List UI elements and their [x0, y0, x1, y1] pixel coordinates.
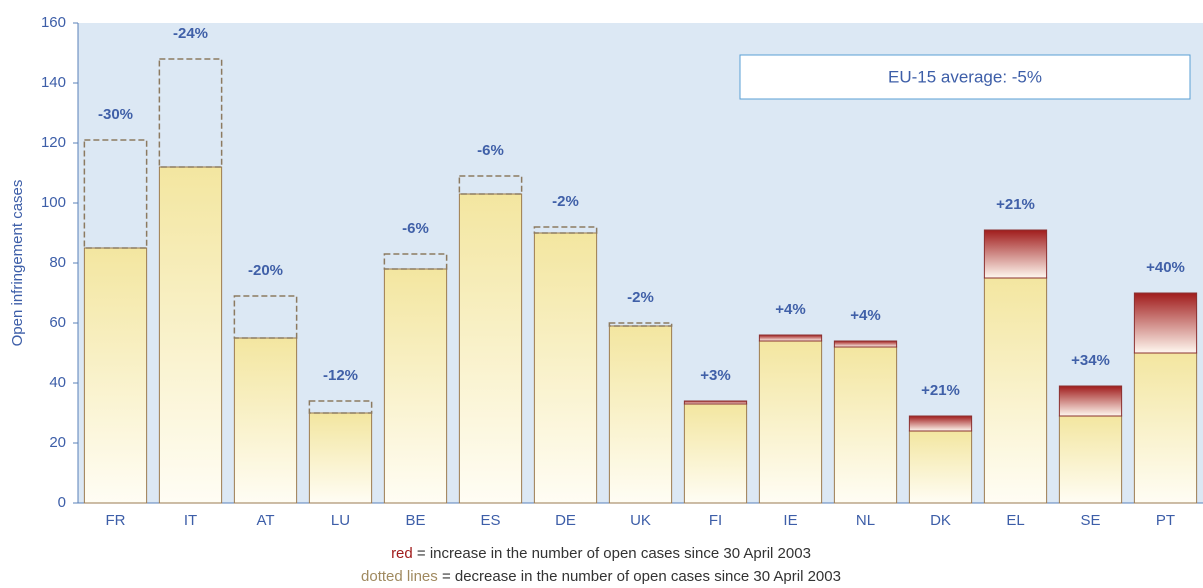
data-label: +21%: [996, 196, 1035, 213]
increase-segment: [1133, 292, 1198, 354]
bar: [458, 193, 523, 504]
bar: [833, 346, 898, 504]
decrease-outline: [233, 295, 298, 339]
x-tick-label: NL: [856, 512, 875, 529]
legend-decrease: dotted lines = decrease in the number of…: [361, 568, 841, 585]
x-tick-label: SE: [1080, 512, 1100, 529]
y-tick-label: 40: [49, 374, 66, 391]
legend-name: red: [391, 545, 413, 562]
data-label: +4%: [775, 301, 805, 318]
x-tick-label: EL: [1006, 512, 1024, 529]
data-label: -2%: [552, 193, 579, 210]
increase-segment: [983, 229, 1048, 279]
legend-text: = decrease in the number of open cases s…: [442, 568, 841, 585]
annotation-box: [739, 54, 1191, 100]
data-label: +21%: [921, 382, 960, 399]
x-tick-label: FR: [106, 512, 126, 529]
bar: [758, 340, 823, 504]
data-label: -6%: [402, 220, 429, 237]
data-label: +3%: [700, 367, 730, 384]
data-label: -6%: [477, 142, 504, 159]
x-tick-label: LU: [331, 512, 350, 529]
increase-segment: [758, 334, 823, 342]
data-label: -12%: [323, 367, 358, 384]
data-label: +4%: [850, 307, 880, 324]
bar: [983, 277, 1048, 504]
y-tick-label: 20: [49, 434, 66, 451]
y-tick-label: 120: [41, 134, 66, 151]
bar: [908, 430, 973, 504]
x-tick-label: IT: [184, 512, 197, 529]
y-tick-label: 60: [49, 314, 66, 331]
x-tick-label: IE: [783, 512, 797, 529]
legend-increase: red = increase in the number of open cas…: [391, 545, 811, 562]
x-tick-label: PT: [1156, 512, 1175, 529]
bar: [1058, 415, 1123, 504]
bar: [83, 247, 148, 504]
increase-segment: [908, 415, 973, 432]
decrease-outline: [383, 253, 448, 270]
data-label: -30%: [98, 106, 133, 123]
data-label: -20%: [248, 262, 283, 279]
y-tick-label: 140: [41, 74, 66, 91]
decrease-outline: [533, 226, 598, 234]
y-tick-label: 160: [41, 14, 66, 31]
bar: [233, 337, 298, 504]
decrease-outline: [608, 322, 673, 327]
increase-segment: [1058, 385, 1123, 417]
bar: [158, 166, 223, 504]
bar: [308, 412, 373, 504]
y-tick-label: 0: [58, 494, 66, 511]
increase-segment: [683, 400, 748, 405]
bar: [683, 403, 748, 504]
y-axis-label: Open infringement cases: [9, 180, 26, 347]
decrease-outline: [158, 58, 223, 168]
x-tick-label: AT: [256, 512, 274, 529]
x-tick-label: FI: [709, 512, 722, 529]
x-tick-label: UK: [630, 512, 651, 529]
bar: [533, 232, 598, 504]
decrease-outline: [308, 400, 373, 414]
decrease-outline: [458, 175, 523, 195]
x-tick-label: DK: [930, 512, 951, 529]
data-label: +34%: [1071, 352, 1110, 369]
x-tick-label: ES: [480, 512, 500, 529]
y-tick-label: 80: [49, 254, 66, 271]
bar: [383, 268, 448, 504]
y-tick-label: 100: [41, 194, 66, 211]
data-label: -2%: [627, 289, 654, 306]
increase-segment: [833, 340, 898, 348]
x-tick-label: BE: [405, 512, 425, 529]
bar: [1133, 352, 1198, 504]
annotation: EU-15 average: -5%: [888, 67, 1042, 86]
x-tick-label: DE: [555, 512, 576, 529]
legend-text: = increase in the number of open cases s…: [417, 545, 811, 562]
bar: [608, 325, 673, 504]
decrease-outline: [83, 139, 148, 249]
data-label: +40%: [1146, 259, 1185, 276]
data-label: -24%: [173, 25, 208, 42]
legend-name: dotted lines: [361, 568, 438, 585]
